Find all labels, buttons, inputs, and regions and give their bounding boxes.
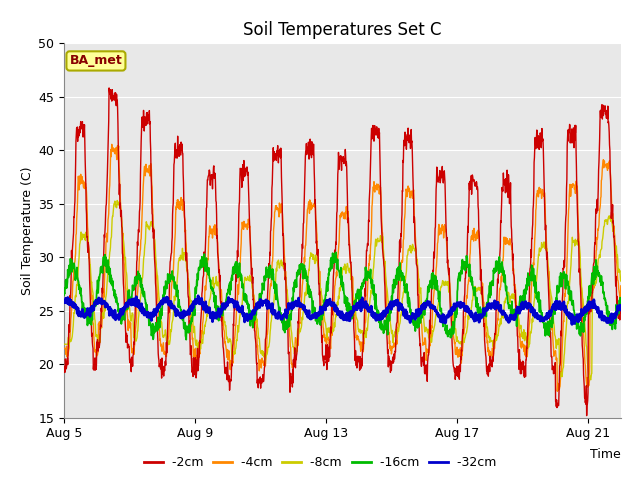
Legend:  -2cm,  -4cm,  -8cm,  -16cm,  -32cm: -2cm, -4cm, -8cm, -16cm, -32cm <box>139 451 501 474</box>
Text: Time: Time <box>590 447 621 460</box>
Title: Soil Temperatures Set C: Soil Temperatures Set C <box>243 21 442 39</box>
Text: BA_met: BA_met <box>70 54 122 67</box>
Y-axis label: Soil Temperature (C): Soil Temperature (C) <box>21 166 34 295</box>
